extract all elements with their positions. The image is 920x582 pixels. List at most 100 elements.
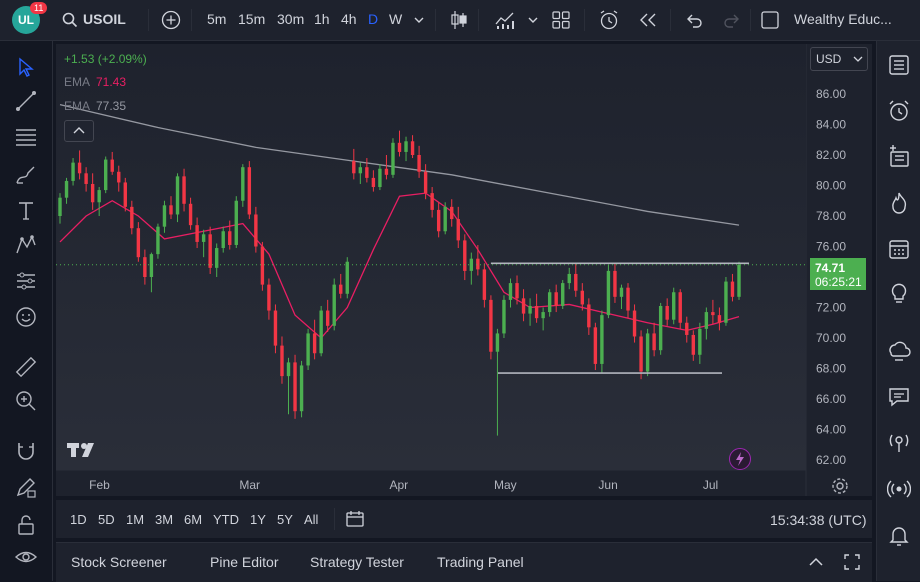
- indicators-icon[interactable]: [494, 9, 516, 31]
- range-all[interactable]: All: [304, 512, 319, 527]
- range-6m[interactable]: 6M: [184, 512, 203, 527]
- interval-4h[interactable]: 4h: [341, 11, 357, 27]
- interval-5m[interactable]: 5m: [207, 11, 227, 27]
- divider: [584, 9, 585, 31]
- tab-strategy-tester[interactable]: Strategy Tester: [310, 554, 404, 570]
- stay-in-drawing-mode-icon[interactable]: [14, 475, 38, 499]
- candle-body: [201, 234, 206, 242]
- candle-body: [515, 283, 519, 299]
- chevron-down-icon[interactable]: [413, 14, 425, 26]
- redo-icon[interactable]: [722, 10, 742, 30]
- candle-body: [397, 142, 402, 152]
- symbol-name: USOIL: [83, 11, 126, 27]
- candle: [136, 222, 141, 262]
- ruler-icon[interactable]: [14, 355, 38, 379]
- emoji-icon[interactable]: [14, 305, 38, 329]
- chevron-up-icon[interactable]: [807, 553, 825, 571]
- lightning-event-button[interactable]: [729, 448, 751, 470]
- candle: [685, 316, 689, 343]
- tab-stock-screener[interactable]: Stock Screener: [71, 554, 167, 570]
- candle-body: [162, 205, 167, 227]
- interval-d[interactable]: D: [368, 11, 379, 27]
- candle: [77, 150, 82, 180]
- candle: [645, 328, 650, 377]
- candle-body: [541, 312, 545, 319]
- messages-icon[interactable]: [887, 385, 911, 409]
- tab-trading-panel[interactable]: Trading Panel: [437, 554, 524, 570]
- streams-icon[interactable]: [887, 431, 911, 455]
- ideas-lightbulb-icon[interactable]: [887, 281, 911, 305]
- candles-chart-type-icon[interactable]: [449, 9, 469, 31]
- range-5d[interactable]: 5D: [98, 512, 115, 527]
- interval-1h[interactable]: 1h: [314, 11, 330, 27]
- account-name[interactable]: Wealthy Educ...: [794, 11, 892, 27]
- divider: [670, 9, 671, 31]
- candle: [704, 307, 709, 340]
- price-chart[interactable]: 86.00 84.00 82.00 80.00 78.00 76.00 72.00 70.00…: [56, 44, 872, 496]
- interval-w[interactable]: W: [389, 11, 403, 27]
- settings-gear-icon[interactable]: [831, 477, 849, 495]
- candle: [71, 158, 75, 186]
- interval-15m[interactable]: 15m: [238, 11, 266, 27]
- range-1y[interactable]: 1Y: [250, 512, 266, 527]
- range-1d[interactable]: 1D: [70, 512, 87, 527]
- notifications-bell-icon[interactable]: [887, 523, 911, 547]
- candle-body: [423, 171, 428, 194]
- hotlists-fire-icon[interactable]: [887, 191, 911, 215]
- price-tick-label: 66.00: [816, 392, 846, 406]
- eye-icon[interactable]: [14, 545, 38, 569]
- range-3m[interactable]: 3M: [155, 512, 174, 527]
- pattern-tool-icon[interactable]: [14, 233, 38, 257]
- alerts-clock-icon[interactable]: [887, 99, 911, 123]
- tab-pine-editor[interactable]: Pine Editor: [210, 554, 279, 570]
- fullscreen-checkbox-icon[interactable]: [760, 10, 780, 30]
- search-icon: [62, 12, 78, 28]
- chats-icon[interactable]: [887, 339, 911, 363]
- candle: [443, 202, 447, 235]
- layouts-grid-icon[interactable]: [551, 10, 571, 30]
- text-tool-icon[interactable]: [14, 199, 38, 223]
- forecast-tool-icon[interactable]: [14, 269, 38, 293]
- interval-30m[interactable]: 30m: [277, 11, 305, 27]
- candle-body: [378, 168, 382, 188]
- range-5y[interactable]: 5Y: [277, 512, 293, 527]
- candle: [228, 220, 232, 250]
- candle: [652, 322, 656, 357]
- zoom-in-icon[interactable]: [14, 389, 38, 413]
- lock-icon[interactable]: [14, 513, 38, 537]
- watchlist-icon[interactable]: [887, 53, 911, 77]
- maximize-panel-icon[interactable]: [843, 553, 861, 571]
- signal-broadcast-icon[interactable]: [887, 477, 911, 501]
- range-ytd[interactable]: YTD: [213, 512, 239, 527]
- data-window-icon[interactable]: [887, 145, 911, 169]
- magnet-icon[interactable]: [14, 439, 38, 463]
- candle-body: [110, 159, 114, 172]
- candle: [84, 167, 88, 192]
- candle: [698, 322, 702, 364]
- fib-retracement-icon[interactable]: [14, 125, 38, 149]
- cursor-icon[interactable]: [14, 55, 38, 79]
- replay-icon[interactable]: [638, 10, 658, 30]
- chevron-down-icon[interactable]: [527, 14, 539, 26]
- compare-add-icon[interactable]: [161, 10, 181, 30]
- candle-body: [463, 240, 467, 271]
- candle-body: [84, 173, 88, 184]
- range-1m[interactable]: 1M: [126, 512, 145, 527]
- trend-line-icon[interactable]: [14, 89, 38, 113]
- calendar-icon[interactable]: [887, 237, 911, 261]
- candle-body: [221, 231, 225, 249]
- candle-body: [482, 269, 487, 300]
- chart-pane[interactable]: 86.00 84.00 82.00 80.00 78.00 76.00 72.00 70.00…: [56, 44, 872, 496]
- candle-body: [587, 304, 591, 328]
- brush-icon[interactable]: [14, 163, 38, 187]
- calendar-goto-icon[interactable]: [345, 509, 365, 529]
- alert-clock-icon[interactable]: [598, 9, 620, 31]
- utc-clock[interactable]: 15:34:38 (UTC): [770, 512, 867, 528]
- candle-body: [639, 336, 643, 372]
- currency-select[interactable]: USD: [810, 47, 868, 71]
- divider: [435, 9, 436, 31]
- candle: [502, 295, 506, 338]
- collapse-legend-button[interactable]: [64, 120, 94, 142]
- tradingview-logo-icon: [67, 443, 94, 457]
- undo-icon[interactable]: [684, 10, 704, 30]
